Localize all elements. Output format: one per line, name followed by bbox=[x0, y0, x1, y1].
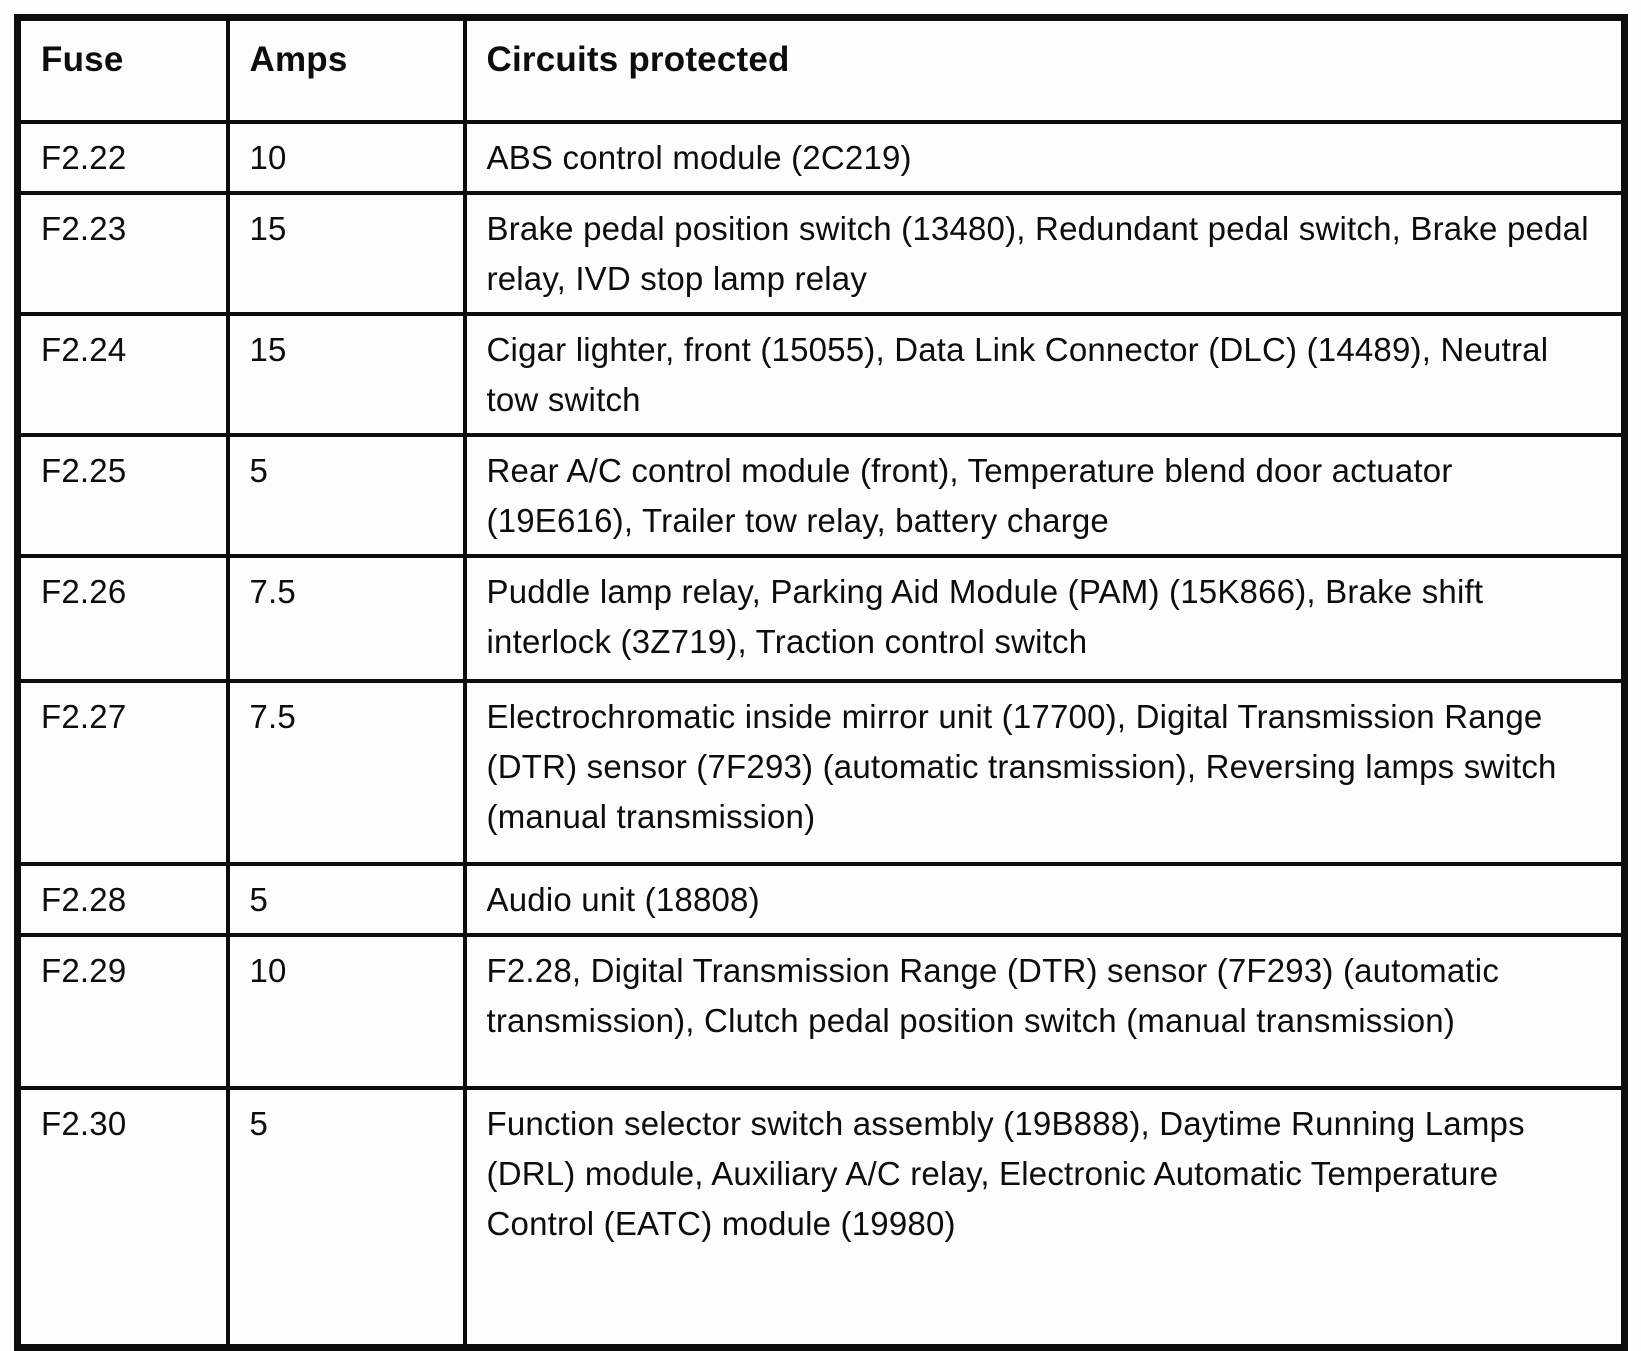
table-row: F2.25 5 Rear A/C control module (front), T… bbox=[15, 432, 1627, 558]
table-body: F2.22 10 ABS control module (2C219) F2.23 15… bbox=[15, 119, 1627, 1350]
circuits-cell: Brake pedal position switch (13480), Red… bbox=[462, 190, 1627, 316]
fuse-cell: F2.24 bbox=[15, 311, 230, 437]
circuits-cell: Audio unit (18808) bbox=[462, 861, 1627, 937]
table-row: F2.28 5 Audio unit (18808) bbox=[15, 861, 1627, 937]
fuse-cell: F2.25 bbox=[15, 432, 230, 558]
table-row: F2.26 7.5 Puddle lamp relay, Parking Aid M… bbox=[15, 553, 1627, 683]
column-header-fuse: Fuse bbox=[15, 15, 230, 124]
circuits-cell: Cigar lighter, front (15055), Data Link … bbox=[462, 311, 1627, 437]
fuse-cell: F2.29 bbox=[15, 932, 230, 1090]
table-row: F2.30 5 Function selector switch assembly … bbox=[15, 1085, 1627, 1350]
table-row: F2.29 10 F2.28, Digital Transmission Range… bbox=[15, 932, 1627, 1090]
fuse-cell: F2.30 bbox=[15, 1085, 230, 1350]
table-row: F2.22 10 ABS control module (2C219) bbox=[15, 119, 1627, 195]
amps-cell: 5 bbox=[225, 1085, 467, 1350]
column-header-circuits: Circuits protected bbox=[462, 15, 1627, 124]
amps-cell: 15 bbox=[225, 190, 467, 316]
column-header-amps: Amps bbox=[225, 15, 467, 124]
amps-cell: 7.5 bbox=[225, 678, 467, 866]
table-row: F2.27 7.5 Electrochromatic inside mirror u… bbox=[15, 678, 1627, 866]
table-row: F2.24 15 Cigar lighter, front (15055), Dat… bbox=[15, 311, 1627, 437]
table-header: Fuse Amps Circuits protected bbox=[15, 15, 1627, 124]
circuits-cell: Electrochromatic inside mirror unit (177… bbox=[462, 678, 1627, 866]
fuse-table: Fuse Amps Circuits protected F2.22 10 ABS … bbox=[14, 14, 1628, 1351]
fuse-cell: F2.26 bbox=[15, 553, 230, 683]
table-row: F2.23 15 Brake pedal position switch (1348… bbox=[15, 190, 1627, 316]
amps-cell: 7.5 bbox=[225, 553, 467, 683]
fuse-cell: F2.27 bbox=[15, 678, 230, 866]
amps-cell: 10 bbox=[225, 119, 467, 195]
fuse-cell: F2.23 bbox=[15, 190, 230, 316]
header-row: Fuse Amps Circuits protected bbox=[15, 15, 1627, 124]
amps-cell: 5 bbox=[225, 861, 467, 937]
circuits-cell: Puddle lamp relay, Parking Aid Module (P… bbox=[462, 553, 1627, 683]
circuits-cell: F2.28, Digital Transmission Range (DTR) … bbox=[462, 932, 1627, 1090]
circuits-cell: Function selector switch assembly (19B88… bbox=[462, 1085, 1627, 1350]
fuse-cell: F2.22 bbox=[15, 119, 230, 195]
circuits-cell: ABS control module (2C219) bbox=[462, 119, 1627, 195]
amps-cell: 5 bbox=[225, 432, 467, 558]
fuse-cell: F2.28 bbox=[15, 861, 230, 937]
amps-cell: 15 bbox=[225, 311, 467, 437]
circuits-cell: Rear A/C control module (front), Tempera… bbox=[462, 432, 1627, 558]
amps-cell: 10 bbox=[225, 932, 467, 1090]
